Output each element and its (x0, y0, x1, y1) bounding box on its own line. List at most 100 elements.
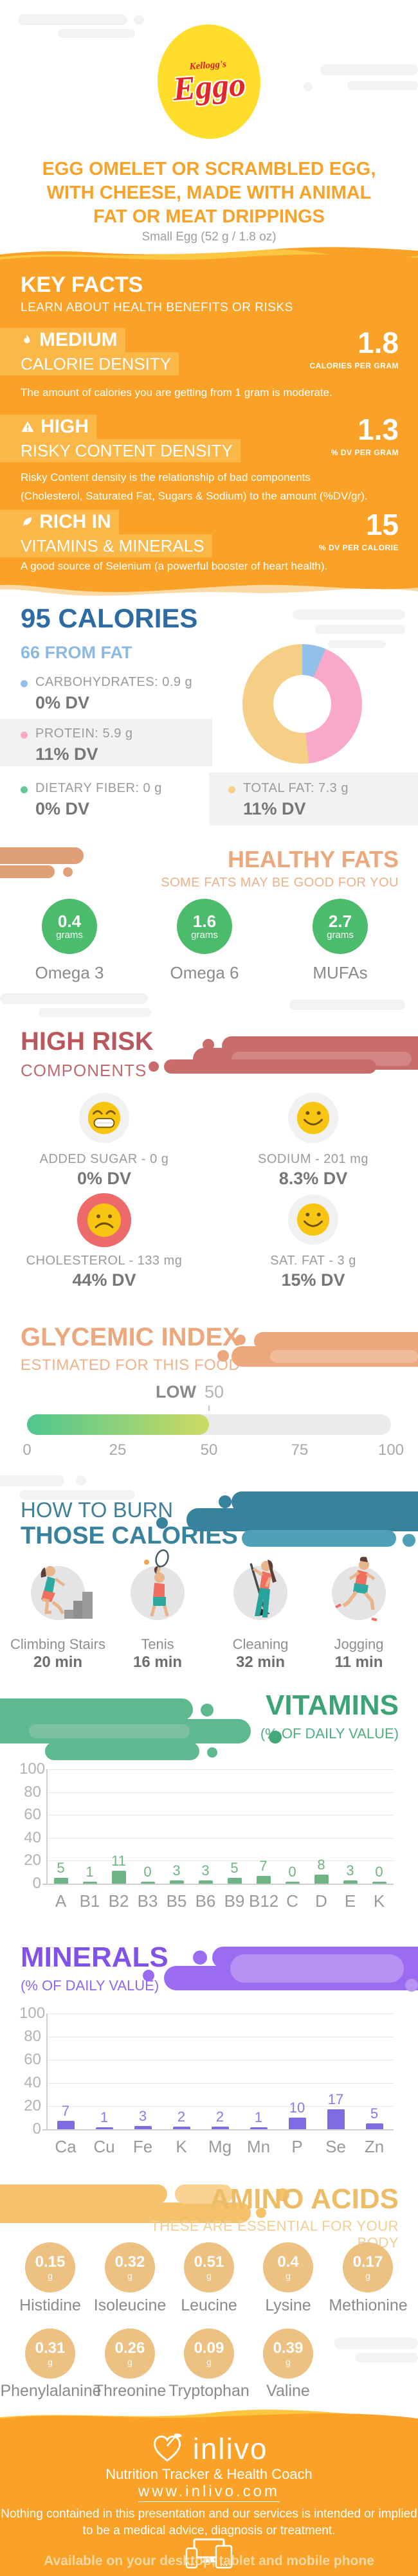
bar-value-A: 5 (57, 1860, 65, 1877)
decor-blob-green (201, 1704, 214, 1716)
minerals-bar-chart: 0 20 40 60 80 100 7 Ca 1 Cu 3 Fe 2 K 2 Mg 1 Mn 10 P 17 Se 5 Zn (19, 2004, 399, 2156)
amino-unit: g (286, 2356, 291, 2367)
y-axis-tick: 100 (19, 1760, 46, 1778)
mufas-blob: 2.7 grams (307, 892, 376, 958)
minerals-subtitle: (% OF DAILY VALUE) (21, 1977, 159, 1994)
decor-blob-tan (0, 847, 84, 864)
glycemic-tick-50: 50 (200, 1441, 218, 1459)
protein-dv: 11% DV (35, 744, 98, 764)
bar-Mn (250, 2127, 268, 2129)
inlivo-url-link[interactable]: www.inlivo.com (138, 2483, 280, 2502)
decor-blob-green (269, 1731, 282, 1743)
amino-unit: g (286, 2270, 291, 2281)
activity-time: 32 min (235, 1653, 286, 1671)
fact-high-level: HIGH (0, 415, 96, 439)
flame-icon (24, 334, 30, 343)
decor-blob-gold (0, 2184, 167, 2204)
healthy-fats-subtitle: SOME FATS MAY BE GOOD FOR YOU (161, 876, 399, 890)
x-axis-label-C: C (286, 1891, 298, 1911)
carbs-dv: 0% DV (35, 693, 90, 712)
y-axis-tick: 60 (24, 2051, 41, 2068)
y-axis-line (46, 2013, 48, 2129)
inlivo-heart-leaf-icon (153, 2433, 182, 2462)
tryptophan-blob: 0.09 g (179, 2323, 241, 2382)
bar-D (314, 1874, 329, 1884)
fact-rich-category: VITAMINS & MINERALS (0, 534, 212, 557)
added-sugar-face (79, 1093, 129, 1143)
decor-blob (293, 609, 405, 620)
added-sugar-dv: 0% DV (77, 1169, 132, 1188)
description-line: (Cholesterol, Saturated Fat, Sugars & So… (21, 490, 368, 502)
fact-high-unit: % DV PER GRAM (331, 448, 399, 457)
activity-name: Cleaning (232, 1636, 289, 1652)
omega6-blob: 1.6 grams (172, 892, 240, 958)
x-axis-label-K: K (176, 2137, 187, 2156)
fact-level-label: MEDIUM (39, 329, 118, 350)
glycemic-tick-25: 25 (109, 1441, 127, 1459)
fact-medium-description: The amount of calories you are getting f… (21, 386, 332, 399)
vitamins-title: VITAMINS (266, 1689, 399, 1721)
activity-time: 20 min (33, 1653, 83, 1671)
devices-icon (185, 2538, 233, 2569)
bar-value-Cu: 1 (100, 2109, 109, 2125)
sad-face-icon (87, 1203, 121, 1237)
x-axis-label-B2: B2 (108, 1891, 129, 1911)
decor-blob-green (0, 1698, 193, 1720)
bar-value-Ca: 7 (61, 2103, 70, 2120)
decor-blob (39, 1008, 151, 1017)
decor-blob-teal (156, 1517, 168, 1529)
decor-blob-purple (230, 1954, 404, 1983)
amino-unit: g (365, 2270, 370, 2281)
y-axis-tick: 20 (24, 1851, 41, 1869)
sodium-label: SODIUM - 201 mg (258, 1152, 368, 1166)
fact-medium-unit: CALORIES PER GRAM (309, 361, 399, 370)
amino-value: 0.39 (273, 2339, 304, 2357)
healthy-fats-title: HEALTHY FATS (227, 846, 399, 872)
description-line: Risky Content density is the relationshi… (21, 471, 311, 483)
calories-title: 95 CALORIES (21, 603, 198, 633)
jogging-illustration (335, 1556, 377, 1621)
protein-dot (21, 732, 28, 739)
decor-blob (0, 993, 148, 1004)
decor-blob-teal (186, 1508, 418, 1531)
y-axis-line (46, 1769, 48, 1884)
fact-medium-category: CALORIE DENSITY (0, 352, 179, 375)
amino-label: Isoleucine (93, 2296, 167, 2314)
histidine-blob: 0.15 g (21, 2237, 82, 2296)
bar-value-P: 10 (289, 2100, 305, 2116)
decor-blob (304, 82, 313, 91)
decor-blob-salmon (217, 1350, 229, 1362)
bar-value-Mg: 2 (215, 2109, 224, 2125)
decor-blob-teal (242, 1530, 396, 1547)
fact-high-value: 1.3 (358, 413, 399, 446)
decor-blob (328, 640, 386, 648)
glycemic-pointer (208, 1405, 210, 1411)
decor-blob-tan (63, 867, 73, 877)
amino-value: 0.09 (194, 2339, 224, 2357)
omega6-label: Omega 6 (170, 963, 239, 982)
x-axis-label-Fe: Fe (132, 2137, 153, 2156)
amino-value: 0.15 (35, 2253, 66, 2271)
omega6-value: 1.6 (192, 911, 217, 931)
gridline (46, 1792, 394, 1793)
x-axis-label-B5: B5 (166, 1891, 187, 1911)
x-axis-line (42, 2129, 394, 2130)
footer-disclaimer: Nothing contained in this presentation a… (0, 2506, 418, 2539)
footer-tagline: Nutrition Tracker & Health Coach (105, 2466, 313, 2482)
bar-B5 (169, 1880, 184, 1884)
decor-blob (320, 64, 418, 75)
bar-Ca (57, 2121, 75, 2129)
decor-blob-red (149, 1061, 159, 1072)
tennis-illustration (144, 1549, 169, 1617)
key-facts-title: KEY FACTS (21, 273, 143, 297)
amino-label: Phenylalanine (0, 2382, 102, 2400)
fact-rich-unit: % DV PER CALORIE (318, 543, 399, 552)
decor-blob (0, 1475, 64, 1486)
decor-blob-purple (193, 1950, 207, 1965)
fact-high-description: Risky Content density is the relationshi… (21, 468, 406, 505)
vitamins-bar-chart: 0 20 40 60 80 100 5 A 1 B1 11 B2 0 B3 3 B5 3 B6 5 B9 7 B12 0 C 8… (19, 1760, 399, 1911)
amino-acids-title: AMINO ACIDS (209, 2183, 399, 2215)
carbs-dot (21, 680, 28, 687)
bar-value-Zn: 5 (370, 2105, 379, 2121)
bar-K (172, 2127, 190, 2129)
